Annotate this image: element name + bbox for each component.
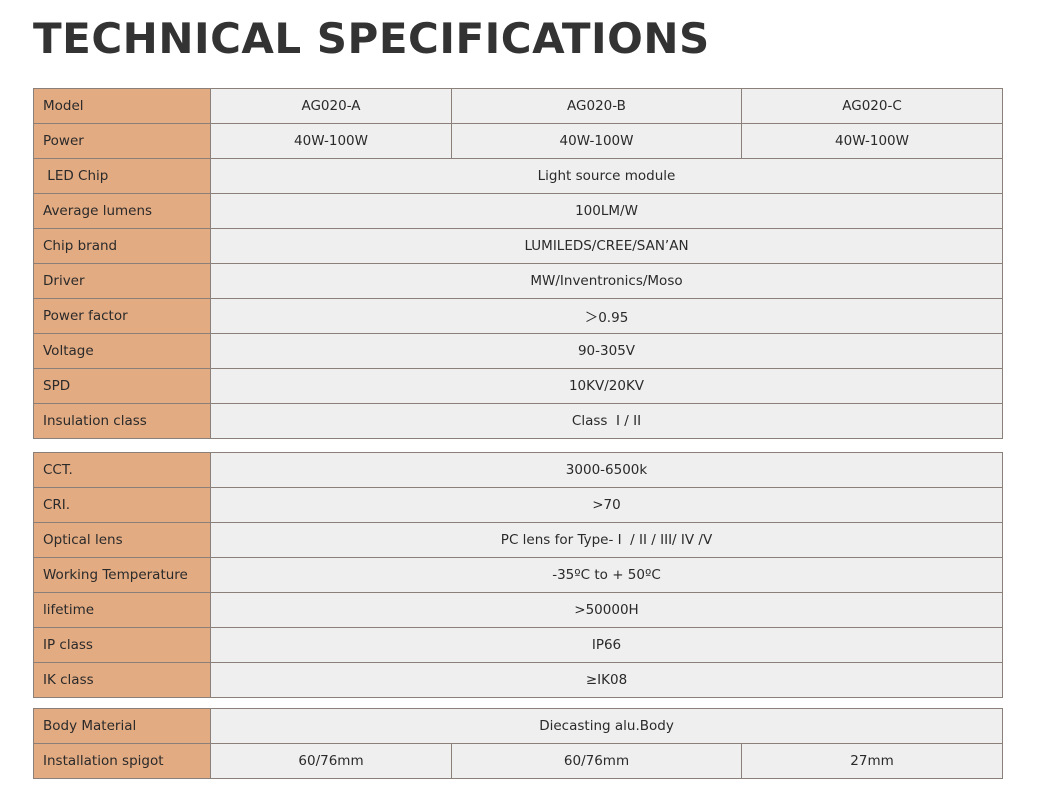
spec-label: IP class (33, 627, 211, 663)
spec-value: 27mm (740, 743, 1004, 779)
spec-value: IP66 (210, 627, 1003, 663)
spec-label: Installation spigot (33, 743, 211, 779)
spec-label: Working Temperature (33, 557, 211, 593)
spec-label: CRI. (33, 487, 211, 523)
spec-value: ≥IK08 (210, 662, 1003, 698)
spec-label: IK class (33, 662, 211, 698)
spec-row: Driver MW/Inventronics/Moso (33, 263, 1003, 299)
spec-label: Body Material (33, 708, 211, 744)
spec-row: LED Chip Light source module (33, 158, 1003, 194)
spec-value: PC lens for Type- I / II / III/ IV /V (210, 522, 1003, 558)
spec-row: CCT. 3000-6500k (33, 452, 1003, 488)
spec-row: Average lumens 100LM/W (33, 193, 1003, 229)
spec-row: Installation spigot 60/76mm 60/76mm 27mm (33, 743, 1004, 779)
spec-row: Model AG020-A AG020-B AG020-C (33, 88, 1003, 124)
spec-value: LUMILEDS/CREE/SAN’AN (210, 228, 1003, 264)
spec-value: -35ºC to + 50ºC (210, 557, 1003, 593)
spec-label: LED Chip (33, 158, 211, 194)
spec-label: Power (33, 123, 211, 159)
spec-value: MW/Inventronics/Moso (210, 263, 1003, 299)
spec-value: Diecasting alu.Body (209, 708, 1004, 744)
spec-row: Working Temperature -35ºC to + 50ºC (33, 557, 1003, 593)
spec-label: Voltage (33, 333, 211, 369)
spec-label: SPD (33, 368, 211, 404)
spec-value: AG020-B (451, 88, 742, 124)
spec-label: Power factor (33, 298, 211, 334)
spec-row: Optical lens PC lens for Type- I / II / I… (33, 522, 1003, 558)
spec-row: Body Material Diecasting alu.Body (33, 708, 1004, 744)
spec-value: Light source module (210, 158, 1003, 194)
spec-value: >70 (210, 487, 1003, 523)
spec-value: 60/76mm (451, 743, 742, 779)
spec-value: ＞0.95 (210, 298, 1003, 334)
spec-row: CRI. >70 (33, 487, 1003, 523)
spec-value: 40W-100W (451, 123, 742, 159)
spec-value: 3000-6500k (210, 452, 1003, 488)
spec-label: Optical lens (33, 522, 211, 558)
spec-row: Insulation class Class I / II (33, 403, 1003, 439)
spec-value: 40W-100W (210, 123, 452, 159)
spec-label: Average lumens (33, 193, 211, 229)
spec-row: Voltage 90-305V (33, 333, 1003, 369)
spec-row: lifetime >50000H (33, 592, 1003, 628)
spec-value: 60/76mm (210, 743, 452, 779)
spec-label: Driver (33, 263, 211, 299)
spec-value: 40W-100W (741, 123, 1003, 159)
spec-label: Chip brand (33, 228, 211, 264)
spec-row: Chip brand LUMILEDS/CREE/SAN’AN (33, 228, 1003, 264)
spec-label: Model (33, 88, 211, 124)
spec-value: 100LM/W (210, 193, 1003, 229)
spec-value: >50000H (210, 592, 1003, 628)
spec-value: 10KV/20KV (210, 368, 1003, 404)
spec-label: Insulation class (33, 403, 211, 439)
spec-value: 90-305V (210, 333, 1003, 369)
spec-row: IP class IP66 (33, 627, 1003, 663)
page-title: TECHNICAL SPECIFICATIONS (33, 14, 710, 63)
spec-value: Class I / II (210, 403, 1003, 439)
spec-row: Power factor ＞0.95 (33, 298, 1003, 334)
spec-value: AG020-C (741, 88, 1003, 124)
spec-table-electrical: Model AG020-A AG020-B AG020-C Power 40W-100W 4… (33, 88, 1003, 439)
spec-row: IK class ≥IK08 (33, 662, 1003, 698)
spec-value: AG020-A (210, 88, 452, 124)
spec-row: SPD 10KV/20KV (33, 368, 1003, 404)
spec-label: lifetime (33, 592, 211, 628)
spec-table-optical: CCT. 3000-6500k CRI. >70 Optical lens PC lens… (33, 452, 1003, 698)
spec-row: Power 40W-100W 40W-100W 40W-100W (33, 123, 1003, 159)
spec-label: CCT. (33, 452, 211, 488)
spec-table-mechanical: Body Material Diecasting alu.Body Installa… (33, 708, 1004, 779)
